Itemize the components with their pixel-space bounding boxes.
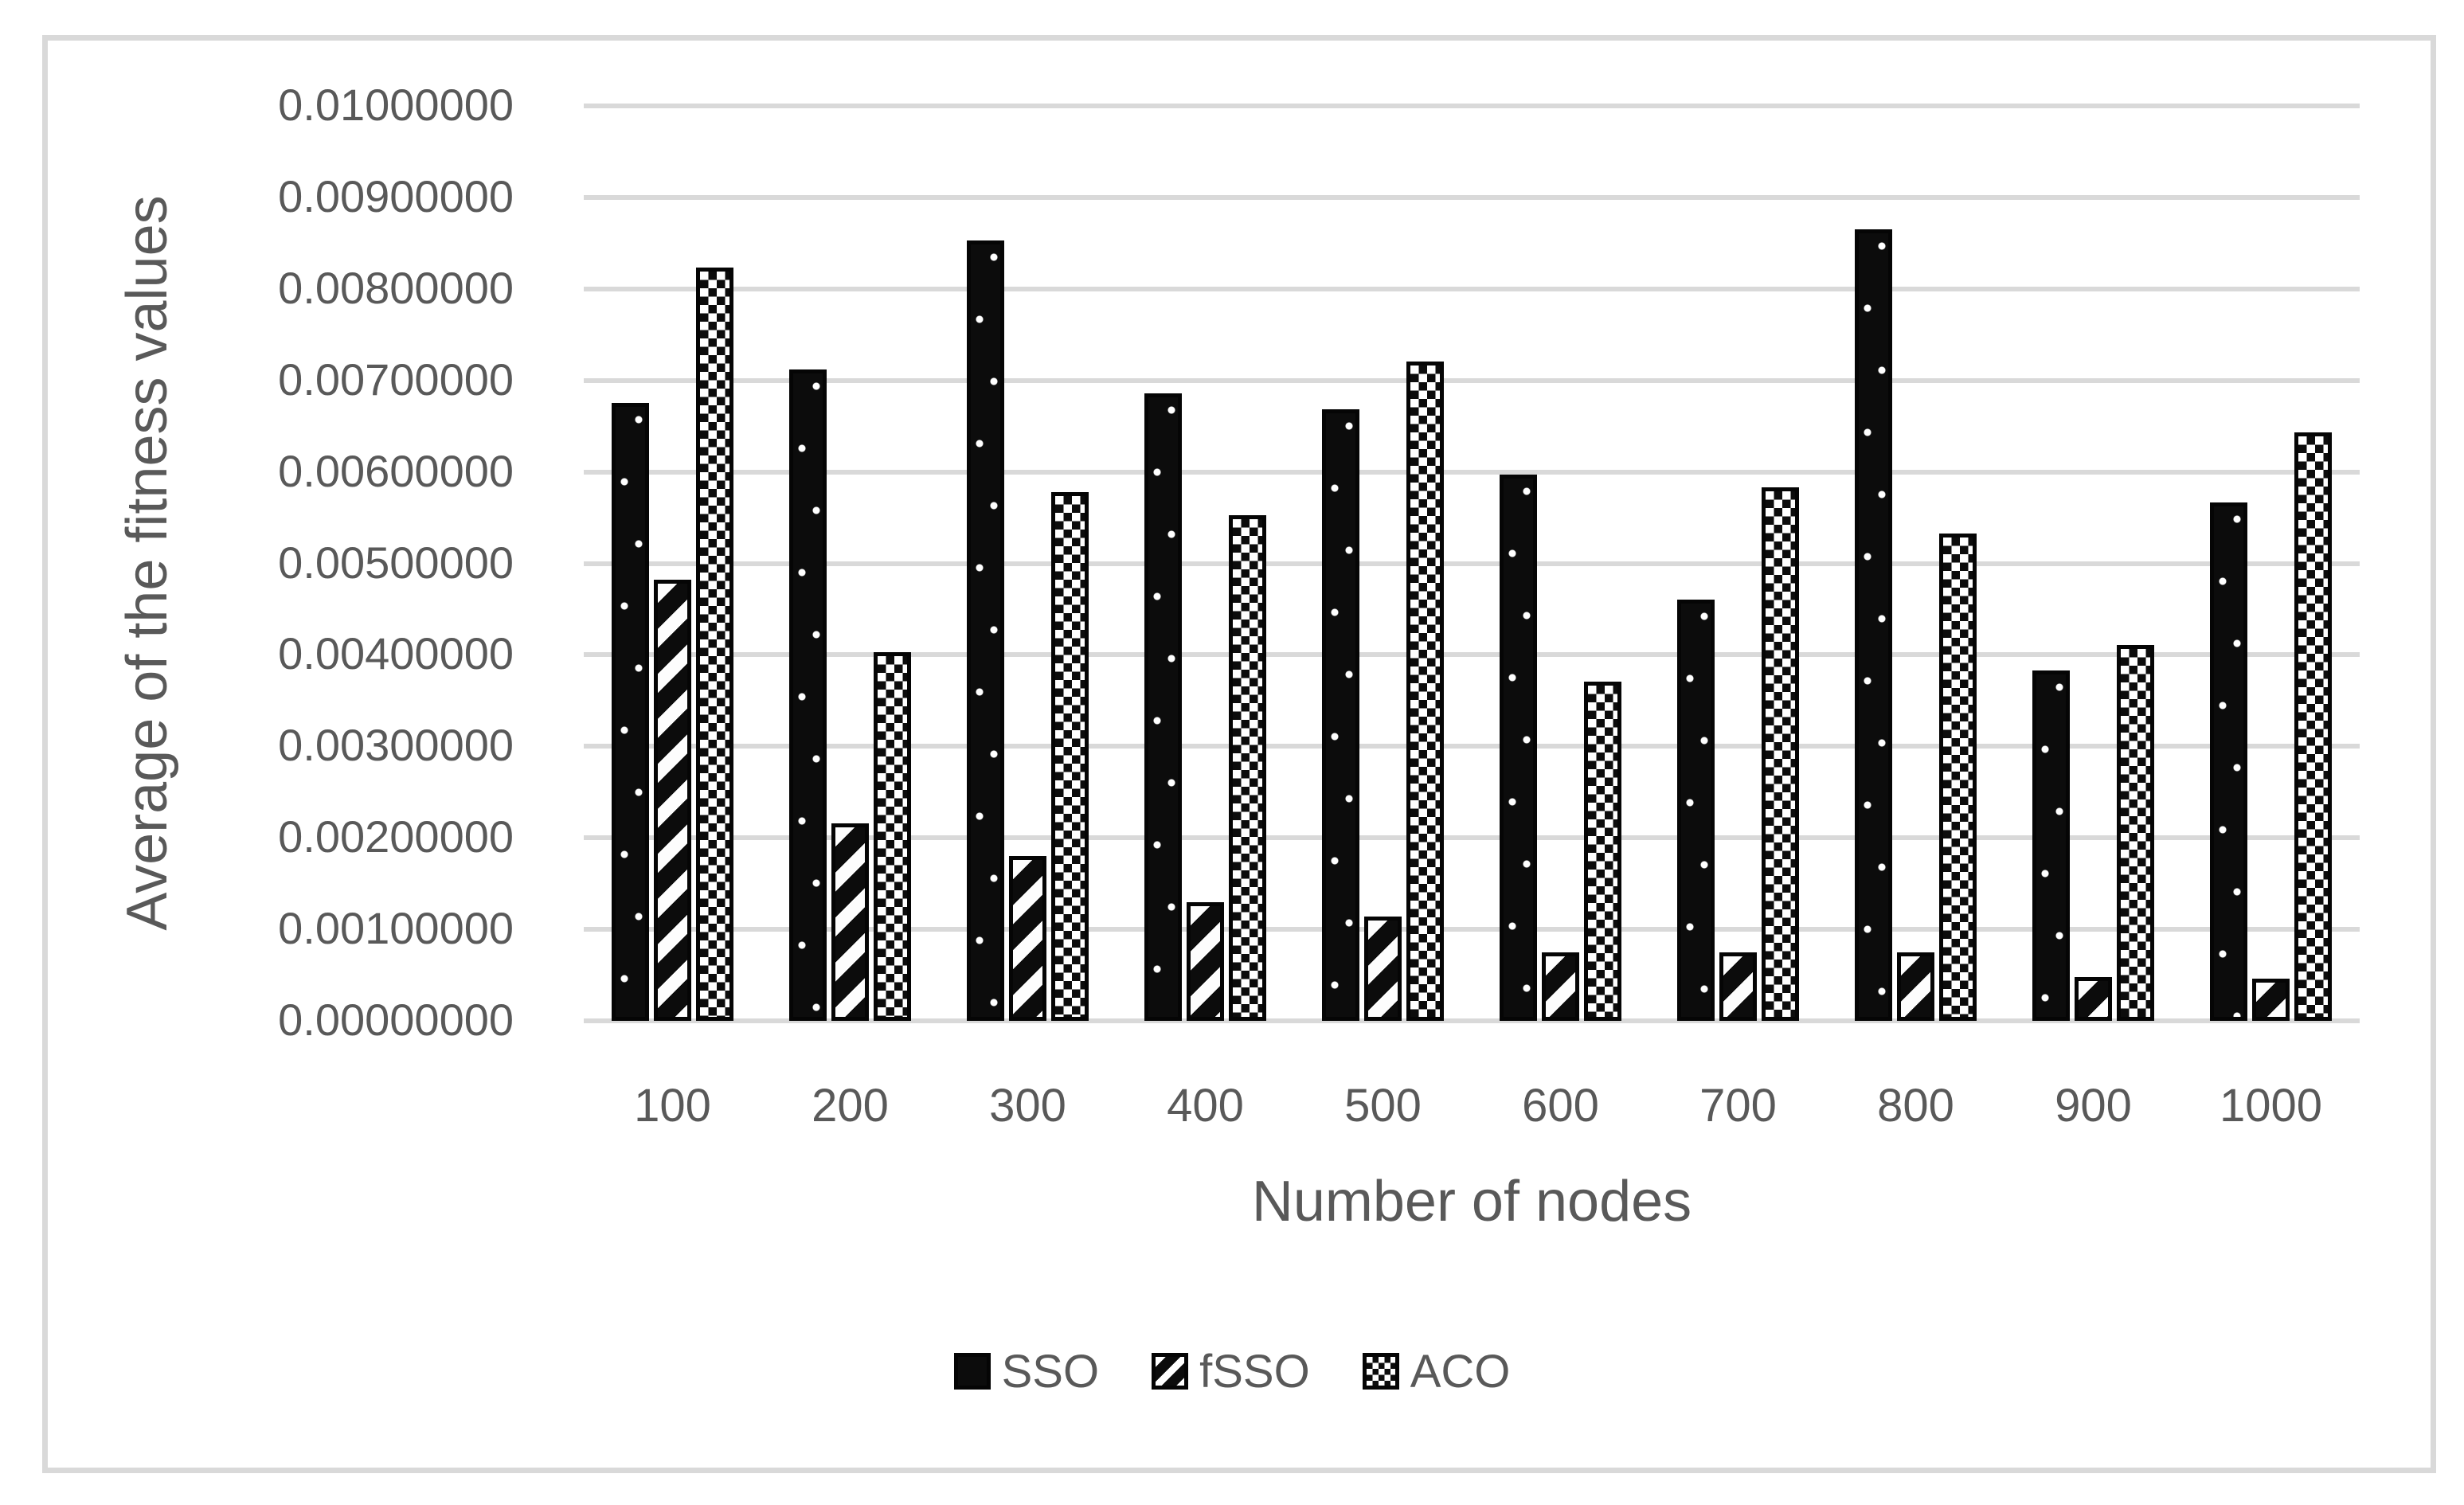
bar-ACO-1000 (2294, 432, 2332, 1021)
legend-swatch-fSSO (1152, 1353, 1189, 1390)
bar-fSSO-800 (1897, 952, 1934, 1021)
y-tick-label: 0.00700000 (278, 354, 514, 405)
y-tick-label: 0.00300000 (278, 720, 514, 771)
x-axis-tick-labels: 100 200 300 400 500 600 700 800 900 1000 (0, 1079, 2464, 1143)
bar-group-900 (2004, 106, 2182, 1021)
bar-fSSO-700 (1719, 952, 1757, 1021)
y-tick-label: 0.00000000 (278, 995, 514, 1046)
bar-ACO-300 (1051, 492, 1089, 1021)
gridline (584, 652, 2360, 658)
x-tick-label-200: 200 (812, 1080, 889, 1132)
bar-group-400 (1117, 106, 1294, 1021)
bar-ACO-800 (1939, 534, 1977, 1021)
bar-SSO-600 (1500, 475, 1537, 1021)
gridline (584, 744, 2360, 749)
legend-item-SSO: SSO (953, 1345, 1100, 1398)
bar-ACO-700 (1762, 487, 1799, 1021)
gridline (584, 561, 2360, 566)
bar-ACO-500 (1406, 362, 1444, 1021)
y-tick-label: 0.01000000 (278, 80, 514, 131)
bar-SSO-200 (789, 369, 827, 1021)
gridline (584, 194, 2360, 200)
y-tick-label: 0.00400000 (278, 628, 514, 679)
bar-group-200 (761, 106, 939, 1021)
bar-SSO-800 (1855, 229, 1892, 1021)
plot-area (584, 104, 2360, 1023)
bar-ACO-600 (1584, 682, 1621, 1021)
gridline (584, 469, 2360, 475)
bar-SSO-900 (2032, 670, 2070, 1021)
x-tick-label-300: 300 (989, 1080, 1066, 1132)
bar-ACO-200 (874, 652, 911, 1021)
legend-swatch-SSO (953, 1353, 991, 1390)
x-tick-label-400: 400 (1167, 1080, 1244, 1132)
legend: SSO fSSO ACO (0, 1331, 2464, 1411)
x-tick-label-900: 900 (2055, 1080, 2132, 1132)
legend-swatch-ACO (1362, 1353, 1399, 1390)
bar-group-500 (1294, 106, 1472, 1021)
bar-group-1000 (2182, 106, 2360, 1021)
bar-groups (584, 106, 2360, 1021)
x-tick-label-1000: 1000 (2219, 1080, 2323, 1132)
bar-group-700 (1649, 106, 1827, 1021)
gridline (584, 1018, 2360, 1023)
y-tick-label: 0.00800000 (278, 262, 514, 313)
x-tick-label-100: 100 (634, 1080, 711, 1132)
bar-SSO-500 (1322, 409, 1359, 1021)
legend-label: SSO (1001, 1345, 1100, 1398)
bar-SSO-300 (967, 240, 1004, 1021)
gridline (584, 377, 2360, 383)
bar-group-600 (1472, 106, 1649, 1021)
bar-group-100 (584, 106, 761, 1021)
bar-group-800 (1827, 106, 2004, 1021)
bar-SSO-1000 (2210, 502, 2247, 1021)
y-tick-label: 0.00500000 (278, 537, 514, 588)
gridline (584, 927, 2360, 932)
bar-fSSO-900 (2075, 977, 2112, 1021)
bar-SSO-100 (612, 403, 649, 1021)
gridline (584, 104, 2360, 108)
bar-SSO-400 (1144, 393, 1182, 1021)
legend-item-fSSO: fSSO (1152, 1345, 1310, 1398)
bar-ACO-900 (2117, 645, 2154, 1021)
legend-label: fSSO (1199, 1345, 1310, 1398)
bar-ACO-400 (1229, 515, 1266, 1021)
legend-item-ACO: ACO (1362, 1345, 1511, 1398)
y-tick-label: 0.00900000 (278, 171, 514, 222)
y-tick-label: 0.00600000 (278, 445, 514, 496)
legend-label: ACO (1410, 1345, 1511, 1398)
x-tick-label-500: 500 (1344, 1080, 1422, 1132)
bar-fSSO-300 (1009, 856, 1046, 1021)
y-tick-label: 0.00200000 (278, 811, 514, 862)
x-tick-label-600: 600 (1522, 1080, 1599, 1132)
x-tick-label-800: 800 (1877, 1080, 1954, 1132)
bar-SSO-700 (1677, 600, 1715, 1021)
gridline (584, 286, 2360, 291)
bar-fSSO-400 (1187, 902, 1224, 1021)
bar-fSSO-600 (1542, 952, 1579, 1021)
bar-ACO-100 (696, 268, 733, 1021)
bar-group-300 (939, 106, 1117, 1021)
bar-fSSO-200 (831, 823, 869, 1021)
x-tick-label-700: 700 (1699, 1080, 1777, 1132)
y-axis-tick-labels: 0.01000000 0.00900000 0.00800000 0.00700000… (0, 0, 514, 1505)
bar-fSSO-100 (654, 580, 691, 1021)
bar-fSSO-1000 (2252, 979, 2290, 1021)
chart-frame (42, 35, 2436, 1473)
gridline (584, 835, 2360, 841)
bar-fSSO-500 (1364, 917, 1402, 1021)
x-axis-title: Number of nodes (1251, 1170, 1692, 1233)
y-tick-label: 0.00100000 (278, 903, 514, 954)
